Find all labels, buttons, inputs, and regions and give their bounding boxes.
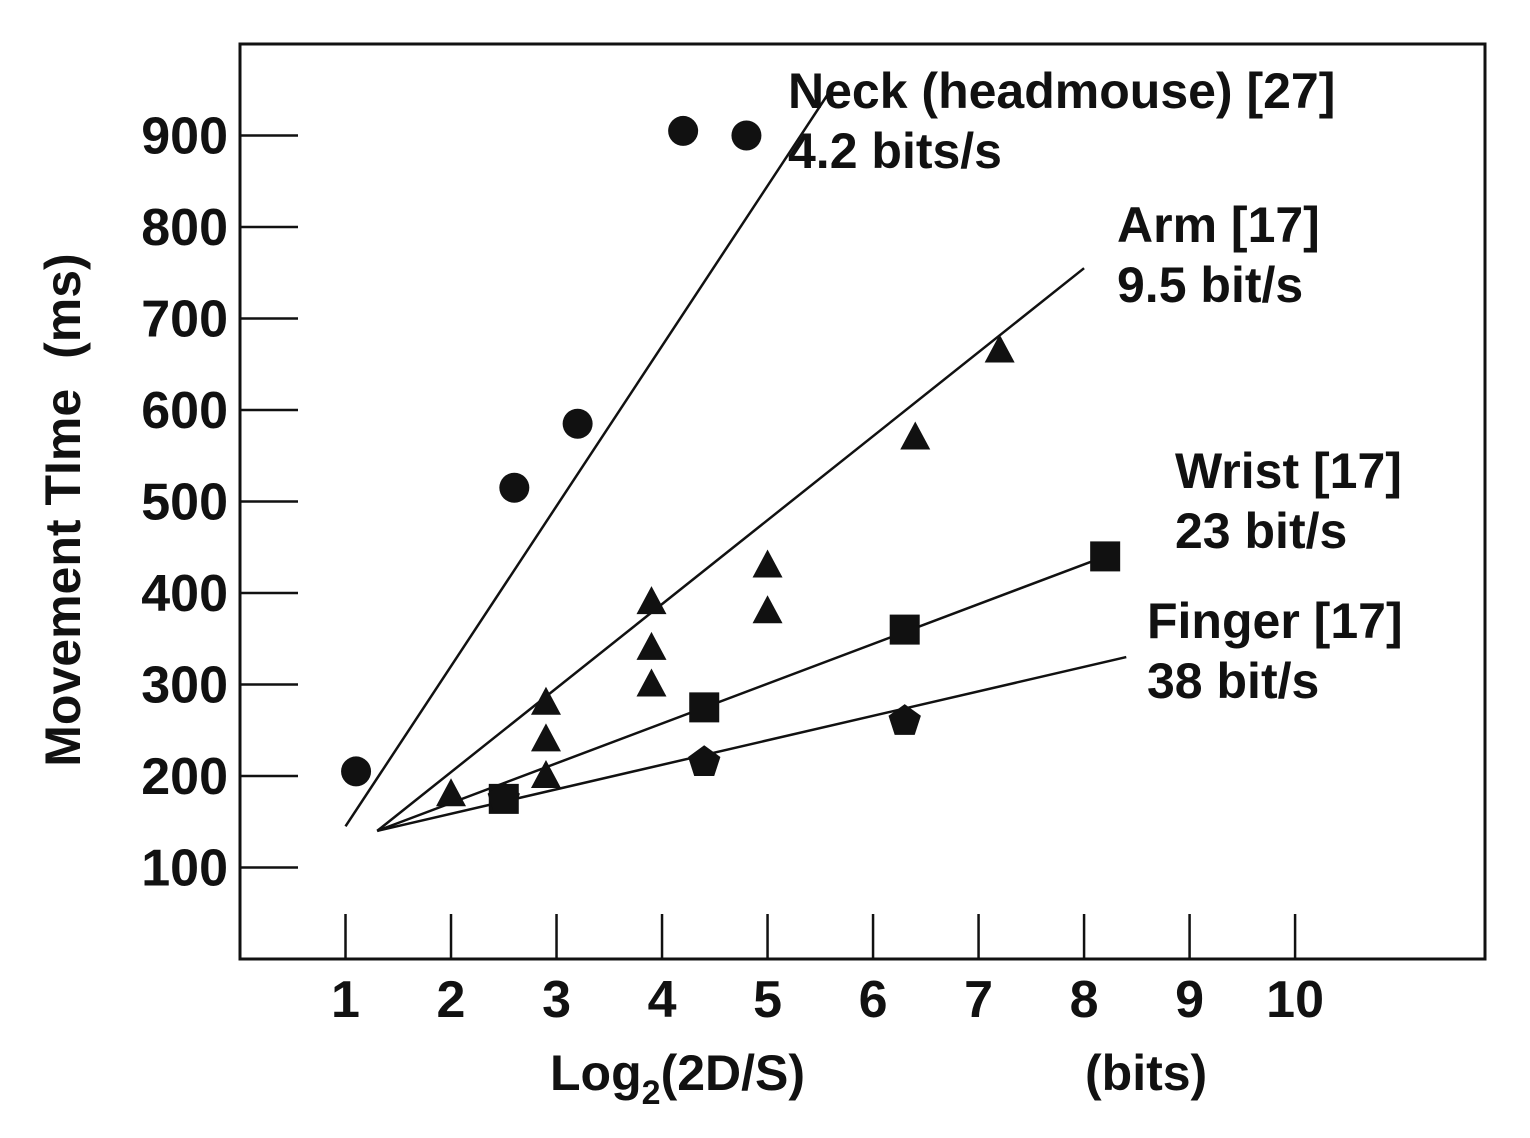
y-tick-label: 700	[141, 291, 228, 349]
data-point-triangle	[530, 686, 561, 715]
data-point-triangle	[752, 595, 783, 624]
x-axis-label-subscript: 2	[642, 1074, 661, 1112]
y-tick-label: 200	[141, 748, 228, 806]
x-tick-label: 6	[859, 971, 888, 1029]
data-point-triangle	[436, 778, 467, 807]
series-rate-pentagon: 38 bit/s	[1147, 653, 1319, 709]
series-label-square: Wrist [17]	[1175, 443, 1402, 499]
data-point-square	[1090, 541, 1121, 572]
y-tick-label: 600	[141, 382, 228, 440]
data-point-circle	[341, 756, 372, 787]
plot-frame	[238, 42, 1487, 961]
series-label-triangle: Arm [17]	[1117, 197, 1320, 253]
x-tick-label: 3	[542, 971, 571, 1029]
y-tick-label: 400	[141, 565, 228, 623]
data-point-pentagon	[487, 781, 520, 813]
x-tick-label: 9	[1175, 971, 1204, 1029]
data-point-triangle	[530, 723, 561, 752]
y-tick-label: 300	[141, 657, 228, 715]
x-tick-label: 7	[964, 971, 993, 1029]
x-axis-ticks: 1 2 3 4 5 6 7 8 9 10	[331, 914, 1324, 1029]
x-axis-label-rest: (2D/S)	[661, 1045, 805, 1101]
y-axis-unit: (ms)	[35, 253, 91, 359]
fit-line-circle	[344, 89, 832, 828]
data-point-triangle	[636, 668, 667, 697]
data-point-triangle	[752, 549, 783, 578]
data-point-triangle	[530, 760, 561, 788]
data-point-circle	[731, 120, 762, 151]
x-axis-label: Log	[550, 1045, 642, 1101]
x-tick-label: 8	[1070, 971, 1099, 1029]
x-tick-label: 1	[331, 971, 360, 1029]
series-rate-square: 23 bit/s	[1175, 503, 1347, 559]
y-axis-title: Movement TIme (ms)	[35, 253, 91, 766]
data-point-pentagon	[688, 745, 721, 776]
fit-lines	[344, 89, 1127, 833]
fit-line-square	[376, 555, 1106, 833]
y-tick-label: 900	[141, 108, 228, 166]
series-label-circle: Neck (headmouse) [27]	[788, 63, 1335, 119]
data-point-circle	[562, 408, 593, 439]
y-axis-ticks: 100 200 300 400 500 600 700 800 900	[141, 108, 298, 898]
series-rate-circle: 4.2 bits/s	[788, 123, 1002, 179]
x-tick-label: 5	[753, 971, 782, 1029]
series-annotations: Neck (headmouse) [27]4.2 bits/s Arm [17]9…	[788, 63, 1403, 709]
x-tick-label: 4	[648, 971, 677, 1029]
x-tick-label: 2	[437, 971, 466, 1029]
data-point-pentagon	[888, 704, 921, 735]
data-point-triangle	[900, 421, 931, 450]
data-point-triangle	[636, 586, 667, 615]
data-points	[341, 115, 1121, 814]
series-rate-triangle: 9.5 bit/s	[1117, 257, 1303, 313]
data-point-square	[689, 692, 720, 723]
data-point-square	[889, 614, 920, 645]
y-axis-label: Movement TIme	[35, 389, 91, 767]
x-tick-label: 10	[1266, 971, 1324, 1029]
data-point-triangle	[636, 631, 667, 660]
x-axis-title: Log2(2D/S)	[550, 1045, 805, 1112]
y-tick-label: 100	[141, 840, 228, 898]
data-point-circle	[499, 472, 530, 503]
x-axis-unit: (bits)	[1085, 1045, 1207, 1101]
data-point-triangle	[984, 334, 1015, 363]
y-tick-label: 500	[141, 474, 228, 532]
y-tick-label: 800	[141, 199, 228, 257]
data-point-circle	[668, 115, 699, 146]
series-label-pentagon: Finger [17]	[1147, 593, 1403, 649]
fit-line-triangle	[376, 267, 1085, 832]
